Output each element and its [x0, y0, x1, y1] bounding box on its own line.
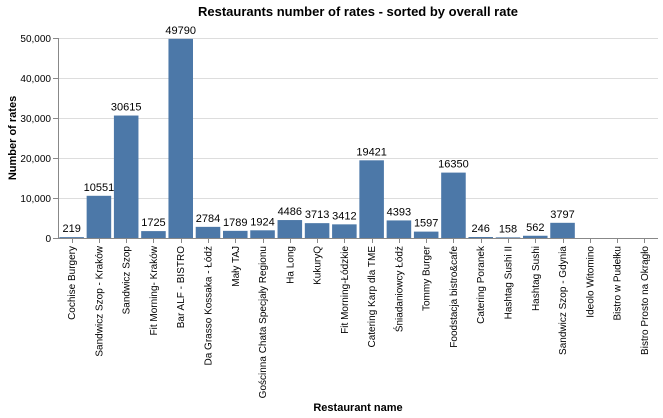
bars: [59, 38, 575, 239]
x-tick-label: Mały TAJ: [231, 246, 242, 287]
y-tick-label: 10,000: [20, 194, 51, 205]
bar: [495, 237, 521, 238]
x-tick-label: Ideolo Witomino: [585, 246, 596, 318]
bar: [141, 231, 166, 238]
bar: [250, 230, 275, 238]
y-axis-title: Number of rates: [7, 96, 19, 180]
x-tick-label: Gościnna Chata Specjały Regionu: [258, 246, 269, 398]
bar-value-label: 4393: [387, 206, 411, 218]
x-tick-label: Śniadaniowcy Łódź: [392, 246, 405, 332]
x-axis-title: Restaurant name: [313, 402, 402, 414]
x-tick-label: Foodstacja bistro&cafe: [449, 246, 460, 348]
x-tick-label: Sandwicz Szop - Gdynia: [558, 246, 569, 355]
bar: [550, 222, 575, 238]
bar: [441, 172, 466, 238]
bar: [86, 195, 112, 238]
bar-value-label: 562: [526, 222, 544, 234]
bar: [468, 237, 493, 238]
bar-value-label: 49790: [165, 25, 196, 37]
x-tick-label: Bistro w Pudełku: [613, 246, 624, 320]
y-tick-label: 40,000: [20, 74, 51, 85]
bar-value-label: 219: [62, 223, 80, 235]
bar-value-label: 158: [499, 223, 517, 235]
bar-value-label: 19421: [356, 146, 387, 158]
bar: [113, 115, 139, 238]
x-tick-label: Hashtag Sushi: [531, 246, 542, 311]
x-tick-label: Fit Morning- Kraków: [149, 245, 160, 335]
x-tick-label: Ha Long: [285, 246, 296, 284]
x-tick-label: Hashtag Sushi II: [504, 246, 515, 319]
y-tick-label: 30,000: [20, 114, 51, 125]
bar: [304, 223, 330, 238]
x-tick-label: Catering Poranek: [476, 245, 487, 324]
x-tick-label: Bistro Prosto na Okrągło: [640, 246, 651, 355]
bar-value-label: 30615: [111, 102, 142, 114]
chart-title: Restaurants number of rates - sorted by …: [198, 4, 518, 19]
x-tick-label: Catering Karp dla TME: [367, 246, 378, 348]
bar: [223, 230, 248, 238]
bar-value-label: 1597: [414, 218, 438, 230]
bar: [168, 38, 193, 239]
x-tick-label: Cochise Burgery: [67, 246, 78, 320]
y-tick-label: 50,000: [20, 34, 51, 45]
y-tick-label: 20,000: [20, 154, 51, 165]
bar-value-label: 3797: [550, 209, 574, 221]
bar-value-label: 4486: [278, 206, 302, 218]
x-tick-label: Tommy Burger: [422, 245, 433, 311]
bar-value-label: 3412: [332, 210, 356, 222]
bar-value-label: 246: [472, 223, 490, 235]
axes: 0 10,000 20,000 30,000 40,000 50,000 Cochise B…: [20, 34, 658, 398]
bar: [386, 220, 412, 238]
x-tick-label: Bar ALF - BISTRO: [176, 246, 187, 328]
x-tick-label: Fit Morning-Łódzkie: [340, 246, 351, 334]
bar: [277, 220, 303, 238]
bar: [332, 224, 357, 238]
bar-value-label: 1725: [141, 217, 165, 229]
bar-value-label: 2784: [196, 213, 220, 225]
x-tick-label: Da Grasso Kossaka - Łódź: [204, 246, 215, 366]
bar: [359, 160, 384, 238]
bar: [523, 235, 548, 238]
y-tick-label: 0: [45, 234, 51, 245]
bar: [413, 231, 439, 238]
bar-value-label: 10551: [84, 182, 115, 194]
bar: [59, 237, 84, 238]
x-tick-label: Sandwicz Szop - Kraków: [94, 245, 105, 356]
bar: [195, 226, 221, 238]
x-tick-label: KukuryQ: [313, 246, 324, 285]
bar-value-label: 1789: [223, 217, 247, 229]
bar-value-label: 1924: [250, 216, 274, 228]
x-tick-label: Sandwicz Szop: [122, 246, 133, 315]
bar-value-label: 3713: [305, 209, 329, 221]
bar-value-label: 16350: [438, 159, 469, 171]
